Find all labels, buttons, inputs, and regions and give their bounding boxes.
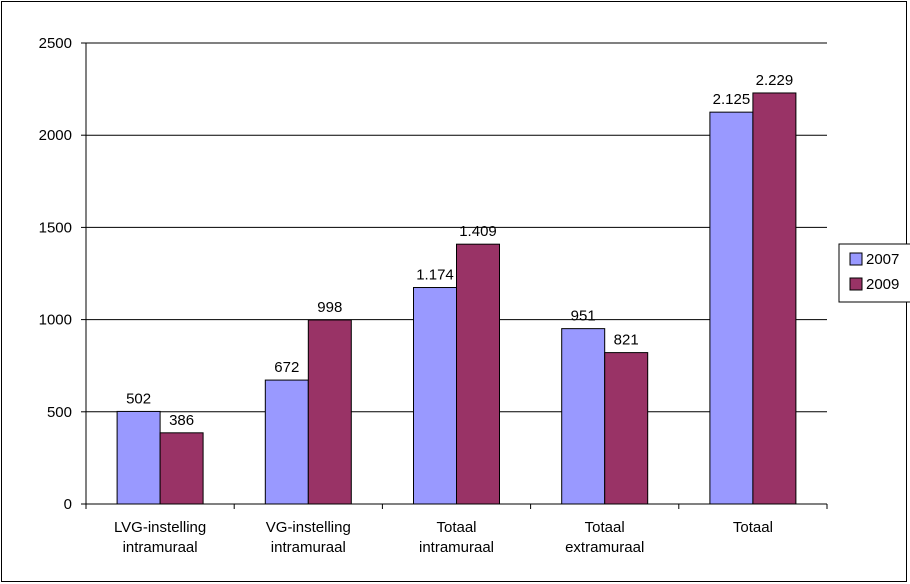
y-tick-label-1000: 1000 — [39, 312, 72, 329]
legend-swatch-2009 — [849, 277, 863, 291]
x-tick-label-4-0: Totaal — [733, 519, 773, 536]
bar-2007-1 — [264, 379, 309, 505]
x-tick-label-0-1: intramuraal — [123, 539, 198, 556]
x-tick-label-2-0: Totaal — [436, 519, 476, 536]
x-tick-label-3-1: extramuraal — [565, 539, 644, 556]
bar-2009-1 — [307, 319, 352, 505]
data-label-2007-1: 672 — [274, 359, 299, 376]
y-tick-label-1500: 1500 — [39, 219, 72, 236]
data-label-2007-0: 502 — [126, 390, 151, 407]
x-tick-label-1-1: intramuraal — [271, 539, 346, 556]
y-tick-label-2000: 2000 — [39, 127, 72, 144]
bar-2007-2 — [413, 287, 457, 505]
data-label-2009-2: 1.409 — [459, 223, 497, 240]
data-label-2007-3: 951 — [571, 308, 596, 325]
bar-2009-0 — [159, 432, 204, 505]
data-label-2009-4: 2.229 — [756, 72, 794, 89]
y-tick-label-500: 500 — [47, 404, 72, 421]
legend-label-2007: 2007 — [866, 251, 899, 268]
bar-2007-0 — [116, 410, 161, 505]
data-label-2009-3: 821 — [614, 332, 639, 349]
legend-label-2009: 2009 — [866, 276, 899, 293]
data-label-2009-1: 998 — [317, 299, 342, 316]
bar-2009-2 — [456, 243, 500, 505]
x-tick-label-1-0: VG-instelling — [266, 519, 351, 536]
x-tick-label-2-1: intramuraal — [419, 539, 494, 556]
bar-2007-4 — [709, 111, 754, 505]
data-label-2009-0: 386 — [169, 412, 194, 429]
y-tick-label-2500: 2500 — [39, 35, 72, 52]
y-tick-label-0: 0 — [64, 496, 72, 513]
bar-2007-3 — [561, 328, 606, 505]
data-label-2007-2: 1.174 — [416, 267, 454, 284]
bar-2009-4 — [752, 92, 797, 505]
legend-swatch-2007 — [849, 252, 863, 266]
x-tick-label-0-0: LVG-instelling — [114, 519, 206, 536]
data-label-2007-4: 2.125 — [713, 91, 751, 108]
x-tick-label-3-0: Totaal — [585, 519, 625, 536]
bar-2009-3 — [604, 352, 649, 505]
